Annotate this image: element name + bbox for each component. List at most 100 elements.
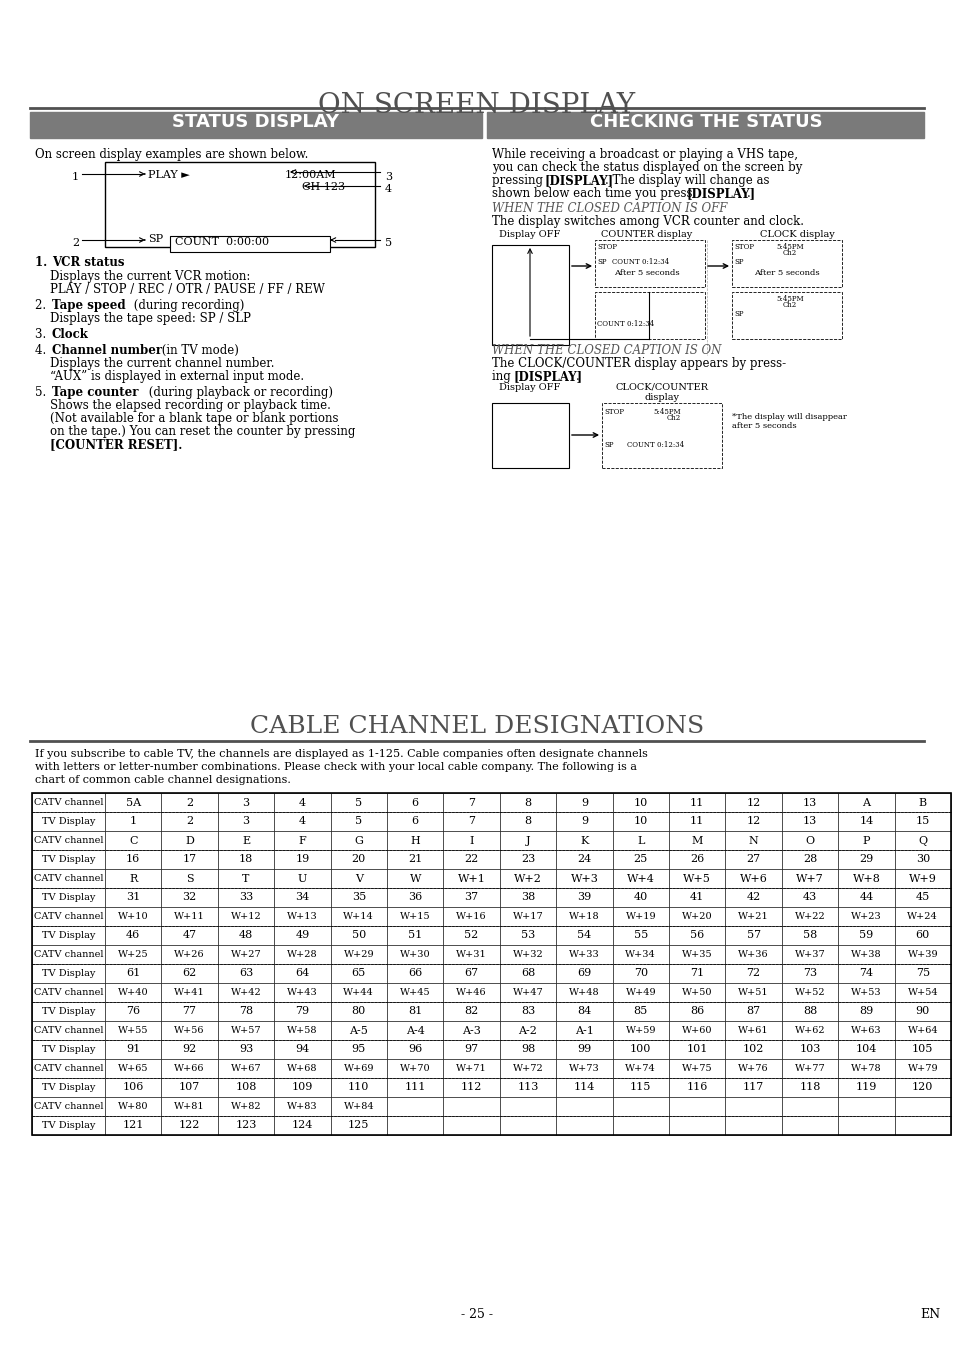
Text: 115: 115 [629, 1082, 651, 1093]
Text: After 5 seconds: After 5 seconds [614, 269, 679, 277]
Text: 49: 49 [295, 931, 309, 940]
Text: A-5: A-5 [349, 1025, 368, 1035]
Text: ing: ing [492, 370, 514, 382]
Bar [556, 1040, 612, 1059]
Text: 24: 24 [577, 854, 591, 865]
Bar [499, 869, 556, 888]
Text: E: E [242, 835, 250, 846]
Text: 62: 62 [182, 969, 196, 978]
Text: 3.: 3. [35, 328, 50, 340]
Text: W+42: W+42 [231, 988, 261, 997]
Bar [105, 1116, 161, 1135]
Bar [838, 850, 894, 869]
Text: CHECKING THE STATUS: CHECKING THE STATUS [589, 113, 821, 131]
Bar [443, 831, 499, 850]
Bar [894, 1059, 950, 1078]
Text: L: L [637, 835, 644, 846]
Bar [331, 1078, 387, 1097]
Text: H: H [410, 835, 419, 846]
Bar [105, 1002, 161, 1021]
Bar [499, 1021, 556, 1040]
Bar [724, 1097, 781, 1116]
Text: 3: 3 [242, 816, 250, 827]
Bar [781, 888, 838, 907]
Bar [894, 1097, 950, 1116]
Bar [894, 812, 950, 831]
Text: W+21: W+21 [738, 912, 768, 921]
Text: 123: 123 [235, 1120, 256, 1131]
Text: 69: 69 [577, 969, 591, 978]
Text: 44: 44 [859, 893, 873, 902]
Bar [274, 1078, 331, 1097]
Text: 60: 60 [915, 931, 929, 940]
Bar [274, 1002, 331, 1021]
Bar [668, 1097, 724, 1116]
Text: 80: 80 [352, 1006, 366, 1016]
Bar [274, 965, 331, 984]
Bar [556, 831, 612, 850]
Bar [894, 984, 950, 1002]
Bar [161, 907, 217, 925]
Bar [556, 888, 612, 907]
Bar [556, 1116, 612, 1135]
Bar [556, 869, 612, 888]
Text: 1: 1 [130, 816, 136, 827]
Bar [161, 793, 217, 812]
Text: 5: 5 [355, 816, 362, 827]
Bar [170, 236, 330, 253]
Text: 34: 34 [295, 893, 309, 902]
Text: B: B [918, 797, 926, 808]
Bar [612, 965, 668, 984]
Bar [838, 1097, 894, 1116]
Text: SP: SP [733, 258, 742, 266]
Text: 57: 57 [746, 931, 760, 940]
Text: 12: 12 [745, 816, 760, 827]
Text: W+34: W+34 [625, 950, 656, 959]
Bar [161, 1078, 217, 1097]
Text: W+84: W+84 [343, 1102, 374, 1111]
Bar [32, 888, 105, 907]
Text: CATV channel: CATV channel [33, 1065, 103, 1073]
Text: COUNT 0:12:34: COUNT 0:12:34 [612, 258, 668, 266]
Bar [612, 831, 668, 850]
Bar [556, 1002, 612, 1021]
Bar [612, 907, 668, 925]
Text: 111: 111 [404, 1082, 425, 1093]
Text: W+31: W+31 [456, 950, 486, 959]
Bar [443, 1059, 499, 1078]
Text: W+79: W+79 [906, 1065, 937, 1073]
Text: W+26: W+26 [174, 950, 205, 959]
Text: W+24: W+24 [906, 912, 937, 921]
Text: W+17: W+17 [512, 912, 543, 921]
Text: 40: 40 [633, 893, 647, 902]
Bar [217, 793, 274, 812]
Text: W+5: W+5 [682, 874, 710, 884]
Bar [838, 1059, 894, 1078]
Text: K: K [579, 835, 588, 846]
Bar [387, 850, 443, 869]
Bar [894, 869, 950, 888]
Bar [443, 850, 499, 869]
Bar [781, 1040, 838, 1059]
Text: W+39: W+39 [906, 950, 937, 959]
Bar [724, 793, 781, 812]
Bar [443, 984, 499, 1002]
Bar [32, 812, 105, 831]
Text: PLAY / STOP / REC / OTR / PAUSE / FF / REW: PLAY / STOP / REC / OTR / PAUSE / FF / R… [50, 282, 325, 296]
Text: 79: 79 [295, 1006, 309, 1016]
Text: CABLE CHANNEL DESIGNATIONS: CABLE CHANNEL DESIGNATIONS [250, 715, 703, 738]
Text: W+15: W+15 [399, 912, 430, 921]
Text: COUNT 0:12:34: COUNT 0:12:34 [626, 440, 683, 449]
Bar [443, 944, 499, 965]
Bar [668, 1002, 724, 1021]
Bar [161, 869, 217, 888]
Bar [331, 888, 387, 907]
Text: W+75: W+75 [681, 1065, 712, 1073]
Bar [387, 1021, 443, 1040]
Bar [781, 812, 838, 831]
Bar [894, 831, 950, 850]
Bar [387, 888, 443, 907]
Text: CATV channel: CATV channel [33, 1025, 103, 1035]
Bar [724, 1059, 781, 1078]
Bar [781, 925, 838, 944]
